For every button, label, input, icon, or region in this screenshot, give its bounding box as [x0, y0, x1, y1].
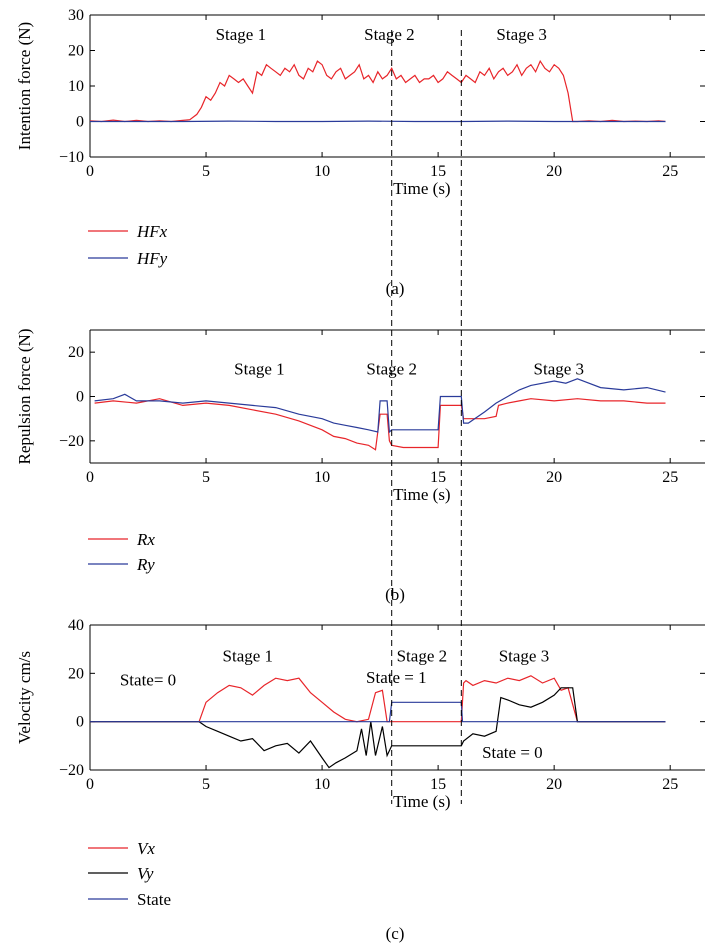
x-tick-label: 25 — [662, 776, 678, 793]
y-axis-label: Velocity cm/s — [15, 651, 34, 744]
annotation: State= 0 — [120, 670, 176, 689]
annotation: State = 1 — [366, 668, 427, 687]
y-tick-label: 40 — [68, 617, 84, 634]
legend-label: HFy — [136, 249, 168, 268]
x-tick-label: 10 — [314, 163, 330, 180]
series-line-vy — [90, 687, 666, 769]
y-axis-label: Repulsion force (N) — [15, 329, 34, 465]
y-tick-label: −10 — [59, 149, 84, 166]
annotation: Stage 2 — [397, 646, 448, 665]
panel-caption: (a) — [386, 279, 405, 298]
x-tick-label: 5 — [202, 469, 210, 486]
legend-label: Vx — [137, 839, 155, 858]
x-tick-label: 15 — [430, 163, 446, 180]
y-tick-label: −20 — [59, 433, 84, 450]
y-tick-label: 30 — [68, 7, 84, 24]
x-tick-label: 20 — [546, 776, 562, 793]
x-tick-label: 25 — [662, 163, 678, 180]
y-axis-label: Intention force (N) — [15, 22, 34, 150]
y-tick-label: 10 — [68, 78, 84, 95]
x-tick-label: 20 — [546, 163, 562, 180]
y-tick-label: 0 — [76, 389, 84, 406]
x-axis-label: Time (s) — [393, 179, 450, 198]
legend-label: Rx — [136, 530, 155, 549]
annotation: Stage 3 — [499, 646, 550, 665]
series-line-state — [90, 701, 666, 723]
x-tick-label: 5 — [202, 776, 210, 793]
x-tick-label: 15 — [430, 469, 446, 486]
annotation: Stage 2 — [364, 25, 415, 44]
x-tick-label: 10 — [314, 776, 330, 793]
annotation: Stage 1 — [234, 359, 285, 378]
x-axis-label: Time (s) — [393, 792, 450, 811]
x-tick-label: 0 — [86, 163, 94, 180]
y-tick-label: −20 — [59, 762, 84, 779]
series-line-hfx — [89, 59, 666, 123]
annotation: State = 0 — [482, 743, 543, 762]
x-tick-label: 0 — [86, 469, 94, 486]
panel-caption: (b) — [385, 585, 405, 604]
x-tick-label: 0 — [86, 776, 94, 793]
series-line-ry — [94, 378, 666, 434]
legend-label: HFx — [136, 222, 168, 241]
x-tick-label: 20 — [546, 469, 562, 486]
annotation: Stage 3 — [496, 25, 547, 44]
series-line-vx — [90, 675, 666, 723]
panel-1: 0 5 10 15 20 25 −20 0 20 Time (s) Repulsion force … — [15, 329, 705, 604]
legend-label: Ry — [136, 555, 155, 574]
annotation: Stage 1 — [223, 646, 274, 665]
legend-label: Vy — [137, 864, 154, 883]
y-tick-label: 20 — [68, 43, 84, 60]
legend-label: State — [137, 890, 171, 909]
x-tick-label: 5 — [202, 163, 210, 180]
panel-caption: (c) — [386, 924, 405, 943]
annotation: Stage 1 — [216, 25, 267, 44]
y-tick-label: 20 — [68, 344, 84, 361]
x-tick-label: 15 — [430, 776, 446, 793]
annotation: Stage 3 — [534, 359, 585, 378]
y-tick-label: 0 — [76, 114, 84, 131]
x-tick-label: 25 — [662, 469, 678, 486]
y-tick-label: 20 — [68, 665, 84, 682]
x-tick-label: 10 — [314, 469, 330, 486]
x-axis-label: Time (s) — [393, 485, 450, 504]
annotation: Stage 2 — [366, 359, 417, 378]
y-tick-label: 0 — [76, 714, 84, 731]
